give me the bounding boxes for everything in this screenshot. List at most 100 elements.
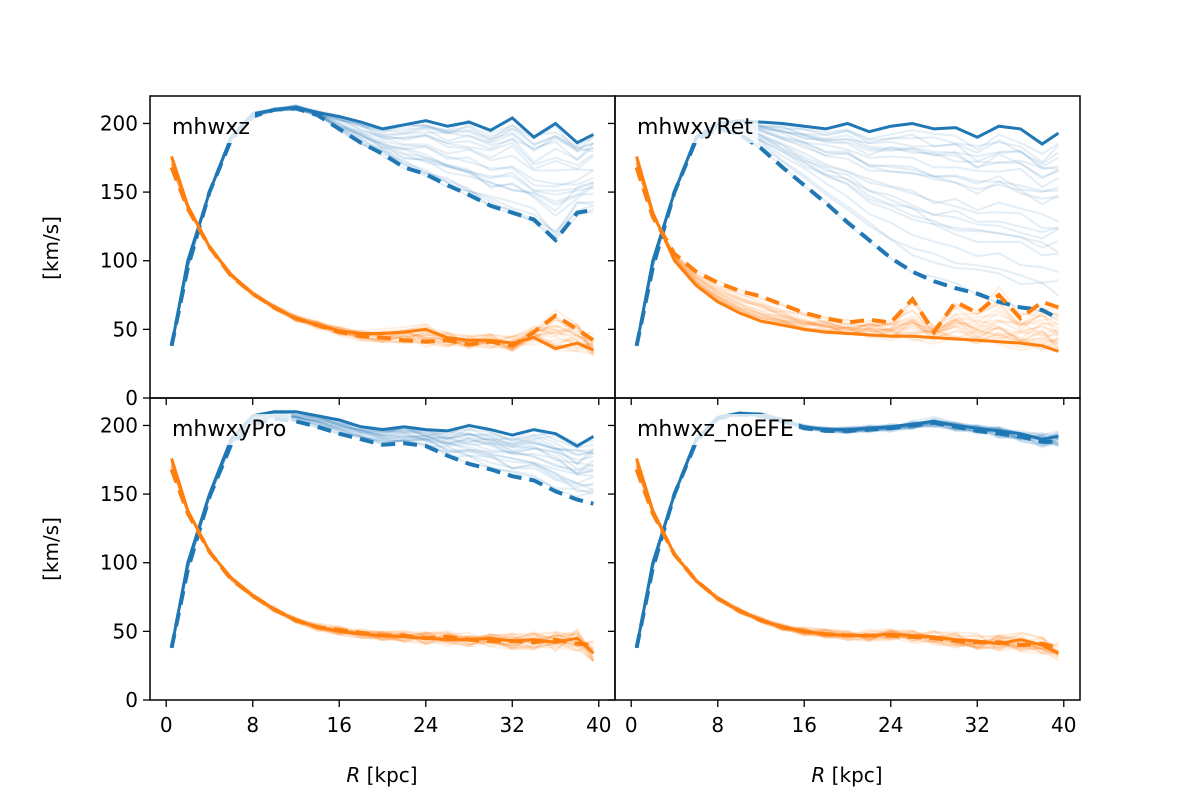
faint-rising-trace xyxy=(635,411,1059,648)
faint-falling-trace xyxy=(170,461,594,648)
panel-title-background xyxy=(167,112,255,143)
series-orange-solid xyxy=(635,457,1060,655)
faint-falling-trace xyxy=(170,466,594,649)
faint-rising-trace xyxy=(635,412,1059,648)
faint-falling-trace xyxy=(170,465,594,653)
series-blue-dashed xyxy=(634,412,1059,649)
faint-falling-trace xyxy=(635,460,1059,656)
series-orange-solid xyxy=(170,155,594,352)
faint-falling-trace xyxy=(635,166,1059,330)
faint-falling-trace xyxy=(635,159,1059,338)
faint-falling-trace xyxy=(170,464,594,653)
panel-title: mhwxz xyxy=(172,115,250,140)
x-axis-label-right: R [kpc] xyxy=(811,763,882,787)
faint-falling-trace xyxy=(170,161,595,352)
faint-rising-trace xyxy=(635,124,1059,346)
series-orange-dashed xyxy=(634,468,1059,650)
faint-rising-trace xyxy=(635,413,1059,648)
faint-falling-trace xyxy=(170,462,594,652)
faint-rising-trace xyxy=(635,410,1059,648)
panel-3: 0 8 16 24 32 40 mhwxz_noEFE xyxy=(608,397,1081,737)
faint-rising-trace xyxy=(635,412,1059,648)
faint-falling-trace xyxy=(170,462,595,655)
faint-falling-trace xyxy=(635,159,1059,342)
faint-falling-trace xyxy=(635,164,1059,334)
y-tick-label: 0 xyxy=(125,386,138,410)
faint-rising-trace xyxy=(170,414,594,648)
faint-falling-trace xyxy=(635,458,1060,657)
y-tick-label: 150 xyxy=(100,180,138,204)
x-axis-label-unit: [kpc] xyxy=(360,763,417,787)
panel-title: mhwxyPro xyxy=(172,417,286,442)
x-axis-label-variable: R xyxy=(811,763,825,787)
x-tick-label: 8 xyxy=(711,713,724,737)
panel-0: 0 50 100 150 200 mhwxz xyxy=(100,95,616,410)
faint-rising-trace xyxy=(635,411,1059,648)
faint-falling-trace xyxy=(635,461,1059,652)
faint-falling-trace xyxy=(635,460,1059,656)
faint-falling-trace xyxy=(170,460,594,650)
faint-falling-trace xyxy=(635,165,1059,332)
y-tick-label: 150 xyxy=(100,482,138,506)
plot-area xyxy=(634,410,1060,662)
faint-falling-trace xyxy=(635,162,1059,336)
faint-rising-trace xyxy=(635,413,1059,648)
faint-rising-trace xyxy=(170,414,594,648)
faint-rising-trace xyxy=(170,415,594,649)
faint-rising-trace xyxy=(635,414,1059,648)
faint-falling-trace xyxy=(635,466,1059,655)
y-axis-label-bottom: [km/s] xyxy=(39,517,63,581)
faint-falling-trace xyxy=(635,461,1059,653)
faint-rising-trace xyxy=(635,412,1059,648)
faint-falling-trace xyxy=(635,465,1059,657)
faint-rising-trace xyxy=(635,126,1059,346)
series-blue-dashed xyxy=(169,416,594,649)
panel-1: mhwxyRet xyxy=(608,95,1081,405)
panel-title-background xyxy=(632,112,759,143)
faint-falling-trace xyxy=(635,161,1059,341)
faint-rising-trace xyxy=(635,412,1059,648)
faint-falling-trace xyxy=(170,460,595,655)
faint-falling-trace xyxy=(635,461,1059,658)
faint-rising-trace xyxy=(635,412,1059,648)
y-tick-label: 200 xyxy=(100,413,138,437)
faint-rising-trace xyxy=(170,414,595,648)
x-axis-label-unit: [kpc] xyxy=(825,763,882,787)
x-tick-label: 40 xyxy=(586,713,611,737)
panel-title: mhwxyRet xyxy=(637,115,753,140)
faint-rising-trace xyxy=(635,413,1059,648)
panel-2: 0 50 100 150 200 0 8 16 24 32 40 mhwxyPro xyxy=(100,397,616,737)
faint-rising-trace xyxy=(635,412,1059,648)
faint-falling-trace xyxy=(635,162,1059,331)
x-tick-label: 0 xyxy=(160,713,173,737)
faint-falling-trace xyxy=(635,162,1059,334)
faint-rising-trace xyxy=(635,412,1059,648)
y-axis-label-top: [km/s] xyxy=(39,216,63,280)
faint-falling-trace xyxy=(170,459,595,661)
panel-title: mhwxz_noEFE xyxy=(637,417,794,442)
faint-falling-trace xyxy=(635,465,1059,653)
faint-falling-trace xyxy=(170,467,594,645)
series-orange-dashed xyxy=(634,166,1060,336)
faint-rising-trace xyxy=(635,412,1059,648)
faint-falling-trace xyxy=(170,466,595,651)
x-tick-label: 32 xyxy=(965,713,990,737)
faint-rising-trace xyxy=(635,412,1059,648)
faint-falling-trace xyxy=(170,465,594,653)
panel-title-background xyxy=(167,414,292,445)
faint-falling-trace xyxy=(170,463,594,651)
faint-falling-trace xyxy=(635,468,1059,654)
faint-rising-trace xyxy=(170,106,594,346)
y-tick-label: 100 xyxy=(100,249,138,273)
x-axis-label-left: R [kpc] xyxy=(346,763,417,787)
plot-area xyxy=(634,119,1060,353)
faint-rising-trace xyxy=(635,411,1059,648)
axes-frame xyxy=(614,397,1081,701)
x-tick-label: 40 xyxy=(1051,713,1076,737)
faint-rising-trace xyxy=(635,412,1059,648)
faint-falling-trace xyxy=(170,460,595,662)
faint-falling-trace xyxy=(170,468,594,647)
faint-falling-trace xyxy=(170,466,595,652)
faint-falling-trace xyxy=(170,458,595,661)
